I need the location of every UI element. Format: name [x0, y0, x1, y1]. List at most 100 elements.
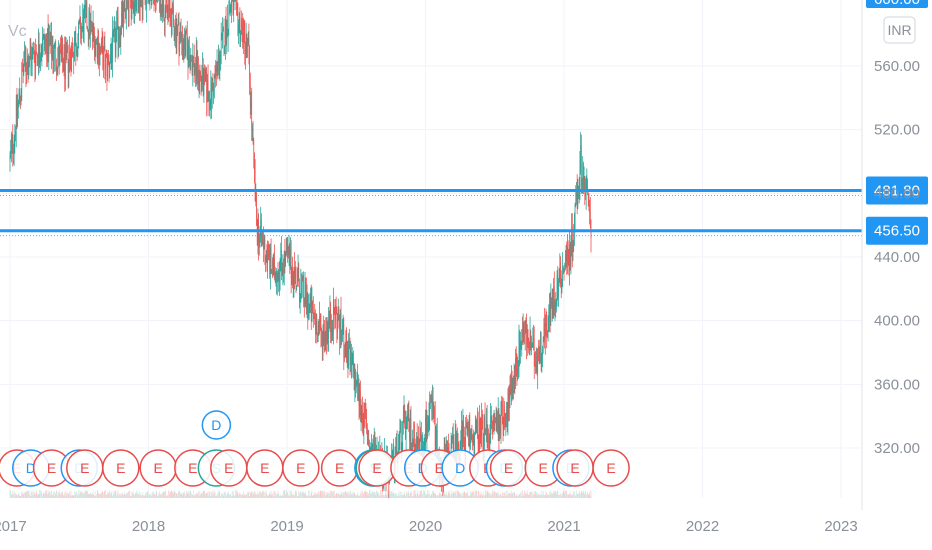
- volume-bar: [342, 494, 344, 498]
- volume-bar: [414, 494, 416, 498]
- volume-bar: [313, 495, 315, 498]
- volume-bar: [109, 491, 111, 498]
- candle-body: [452, 435, 454, 449]
- volume-bar: [26, 490, 27, 498]
- event-marker[interactable]: [102, 449, 140, 487]
- volume-bar: [87, 494, 89, 498]
- candle-body: [261, 236, 263, 238]
- volume-bar: [117, 490, 119, 498]
- candle-body: [283, 269, 284, 273]
- event-marker-label: E: [570, 460, 579, 476]
- candle-body: [255, 194, 257, 201]
- candle-body: [463, 440, 465, 449]
- volume-bar: [588, 494, 590, 498]
- candle-body: [467, 423, 469, 427]
- volume-bar: [123, 491, 125, 498]
- candle-body: [135, 0, 136, 7]
- volume-bar: [577, 493, 579, 498]
- candle-body: [422, 447, 424, 449]
- candle-body: [510, 389, 511, 392]
- candle-body: [202, 65, 203, 85]
- volume-bar: [284, 490, 286, 498]
- candle-body: [231, 0, 232, 10]
- volume-bar: [69, 495, 71, 498]
- candle-body: [485, 430, 487, 433]
- volume-bar: [274, 491, 276, 498]
- volume-bar: [70, 490, 72, 498]
- volume-bar: [516, 493, 518, 498]
- candle-body: [533, 338, 534, 341]
- volume-bar: [110, 491, 112, 498]
- volume-bar: [69, 491, 70, 498]
- candle-body: [56, 67, 58, 71]
- volume-bar: [77, 495, 79, 498]
- candle-body: [239, 17, 241, 41]
- candle-body: [212, 82, 214, 87]
- candle-body: [558, 283, 559, 299]
- candle-body: [409, 418, 411, 442]
- candle-body: [20, 92, 22, 99]
- volume-bar: [412, 495, 413, 498]
- candle-body: [198, 81, 200, 85]
- candle-body: [560, 285, 562, 289]
- candle-body: [53, 58, 54, 62]
- volume-bar: [31, 491, 32, 498]
- candle-body: [553, 286, 554, 316]
- volume-bar: [36, 490, 37, 498]
- volume-bar: [288, 490, 290, 498]
- volume-bar: [430, 494, 432, 498]
- volume-bar: [144, 495, 145, 498]
- candle-body: [324, 330, 325, 343]
- candle-body: [286, 244, 288, 253]
- candle-body: [432, 398, 434, 407]
- volume-bar: [144, 495, 146, 498]
- candle-body: [416, 437, 418, 449]
- volume-bar: [373, 492, 374, 498]
- volume-bar: [447, 495, 448, 498]
- candle-body: [576, 189, 577, 200]
- event-markers[interactable]: EDEDEEEESEEEEDSEEDEDEDEEDEED: [0, 410, 630, 487]
- event-marker[interactable]: [282, 449, 320, 487]
- volume-bar: [166, 495, 167, 498]
- candle-body: [574, 204, 576, 227]
- candle-body: [461, 426, 462, 441]
- candle-body: [180, 30, 181, 36]
- volume-bar: [508, 492, 510, 498]
- candle-body: [502, 400, 503, 418]
- volume-bar: [520, 491, 522, 498]
- price-axis[interactable]: 320.00360.00400.00440.00480.00520.00560.…: [874, 58, 920, 457]
- currency-badge[interactable]: INR: [883, 16, 916, 44]
- candle-body: [529, 331, 531, 346]
- candle-body: [341, 333, 343, 342]
- candle-body: [367, 442, 369, 444]
- candle-body: [79, 17, 81, 24]
- candle-body: [466, 423, 468, 429]
- volume-bar: [141, 494, 143, 498]
- volume-bar: [65, 495, 67, 498]
- candle-body: [542, 339, 544, 350]
- volume-bar: [101, 492, 102, 498]
- event-marker[interactable]: [592, 449, 630, 487]
- time-axis[interactable]: 2017201820192020202120222023: [0, 518, 858, 535]
- volume-bar: [276, 493, 277, 498]
- event-marker-label: E: [260, 460, 269, 476]
- volume-bar: [369, 493, 371, 498]
- volume-bar: [451, 493, 453, 498]
- candle-body: [67, 46, 69, 73]
- volume-bar: [537, 493, 538, 498]
- volume-bar: [10, 490, 11, 498]
- dividend-marker[interactable]: [201, 410, 232, 440]
- volume-bar: [380, 490, 381, 498]
- volume-bar: [85, 490, 86, 498]
- volume-bar: [113, 494, 115, 498]
- volume-bar: [40, 490, 41, 498]
- candle-body: [511, 376, 513, 394]
- volume-bar: [459, 492, 461, 498]
- volume-bar: [75, 492, 77, 498]
- volume-bar: [254, 491, 255, 498]
- volume-bar: [299, 493, 300, 498]
- volume-bar: [489, 495, 491, 498]
- candle-body: [91, 22, 93, 24]
